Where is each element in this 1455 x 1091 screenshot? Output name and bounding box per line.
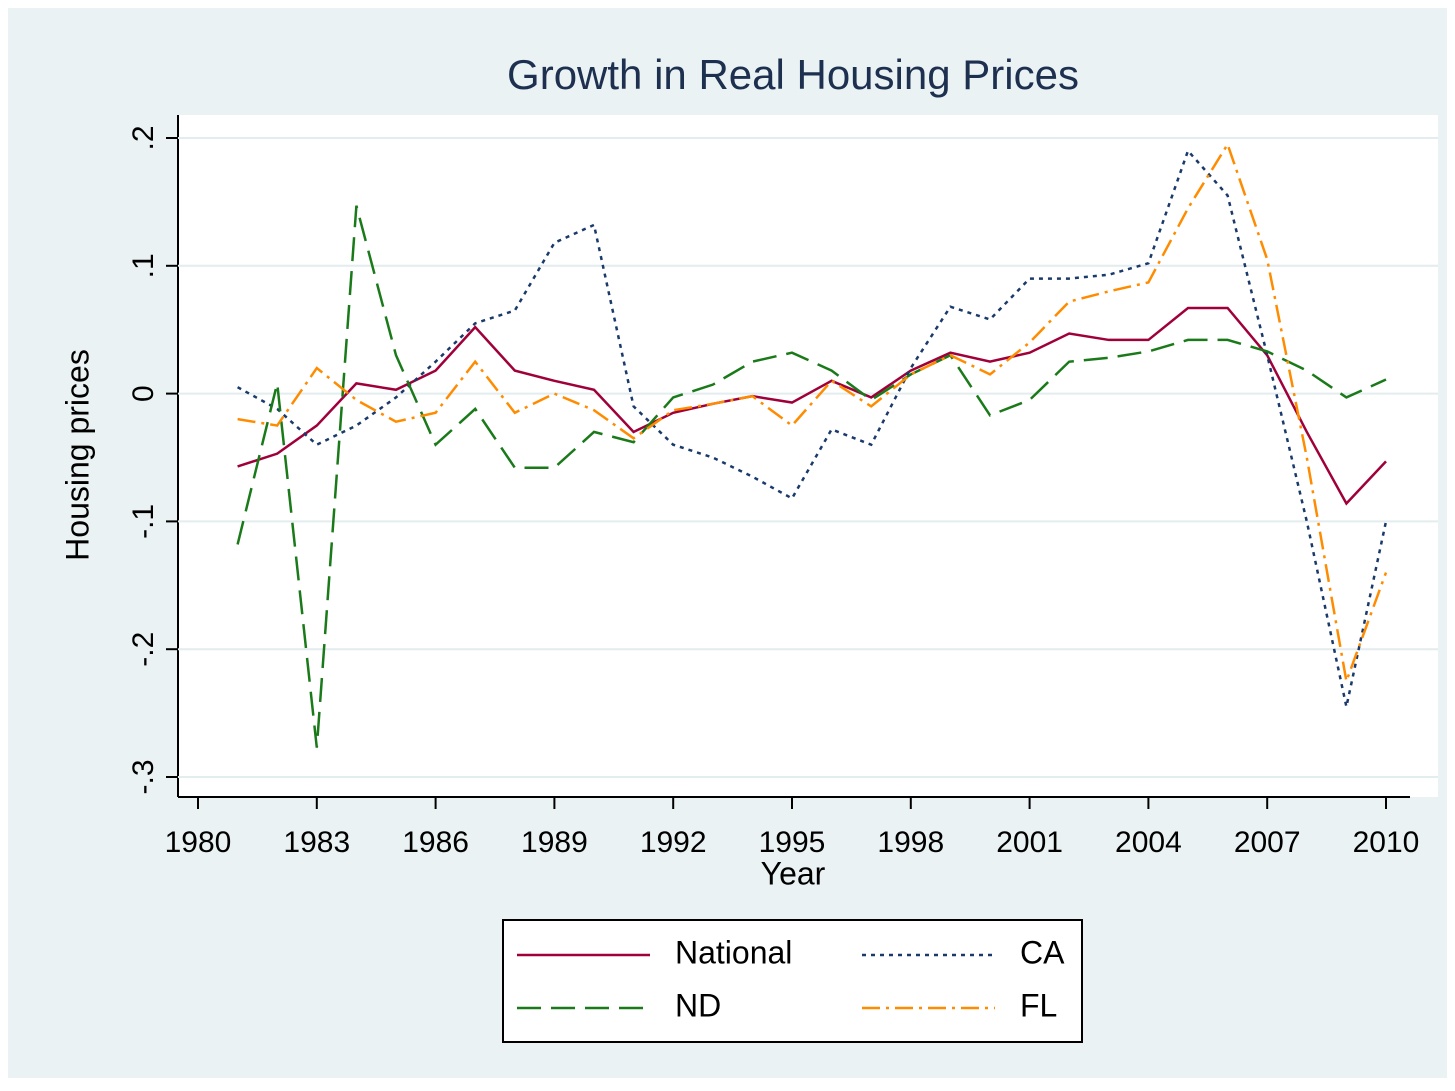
x-tick-label: 1983	[283, 826, 350, 859]
x-tick-label: 2001	[996, 826, 1063, 859]
series-line	[237, 141, 1388, 686]
plot-area	[178, 115, 1438, 797]
y-tick-label: .2	[127, 125, 160, 150]
y-tick-label: 0	[127, 385, 160, 402]
series-line	[236, 205, 1387, 748]
x-tick-label: 1989	[521, 826, 588, 859]
series-line	[236, 148, 1388, 707]
x-tick-label: 1998	[877, 826, 944, 859]
y-tick-label: -.1	[127, 504, 160, 539]
legend-label: ND	[675, 987, 721, 1023]
series-line	[237, 306, 1387, 506]
legend-label: National	[675, 934, 792, 970]
legend	[502, 919, 1083, 1043]
x-tick-label: 1992	[640, 826, 707, 859]
y-axis-title: Housing prices	[59, 349, 95, 561]
y-tick-label: .1	[127, 253, 160, 278]
x-axis-title: Year	[761, 855, 826, 891]
y-tick-label: -.2	[127, 632, 160, 667]
x-tick-label: 1980	[165, 826, 232, 859]
x-tick-label: 2010	[1353, 826, 1420, 859]
legend-label: CA	[1020, 934, 1065, 970]
x-tick-label: 2004	[1115, 826, 1182, 859]
x-tick-label: 1986	[402, 826, 469, 859]
legend-label: FL	[1020, 987, 1057, 1023]
x-tick-label: 1995	[759, 826, 826, 859]
x-tick-label: 2007	[1234, 826, 1301, 859]
chart-title: Growth in Real Housing Prices	[507, 51, 1079, 98]
y-tick-label: -.3	[127, 759, 160, 794]
